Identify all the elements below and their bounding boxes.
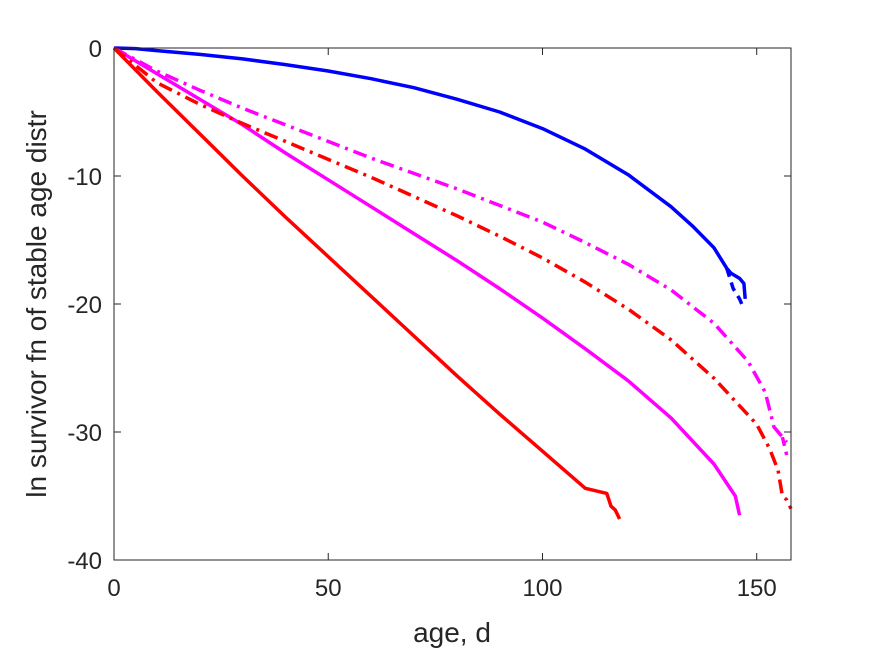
- y-tick-label: -30: [67, 420, 102, 447]
- y-tick-label: -20: [67, 292, 102, 319]
- series-line-7: [112, 46, 622, 520]
- x-tick-label: 150: [737, 575, 777, 602]
- y-tick-label: -10: [67, 164, 102, 191]
- x-tick-label: 100: [522, 575, 562, 602]
- y-tick-label: -40: [67, 548, 102, 575]
- x-axis-label: age, d: [413, 617, 491, 648]
- x-tick-label: 0: [107, 575, 120, 602]
- series-line-6: [112, 46, 793, 510]
- series-line-3: [113, 46, 789, 444]
- axis-ticks: 0 50 100 150 0 -10 -20 -30 -40: [67, 36, 791, 602]
- series-line-5: [113, 46, 742, 516]
- y-tick-label: 0: [89, 36, 102, 63]
- y-axis-label: ln survivor fn of stable age distr: [21, 110, 52, 498]
- series-lines: [112, 46, 793, 520]
- series-line-4: [780, 436, 789, 456]
- x-tick-label: 50: [315, 575, 342, 602]
- series-line-1: [113, 46, 747, 300]
